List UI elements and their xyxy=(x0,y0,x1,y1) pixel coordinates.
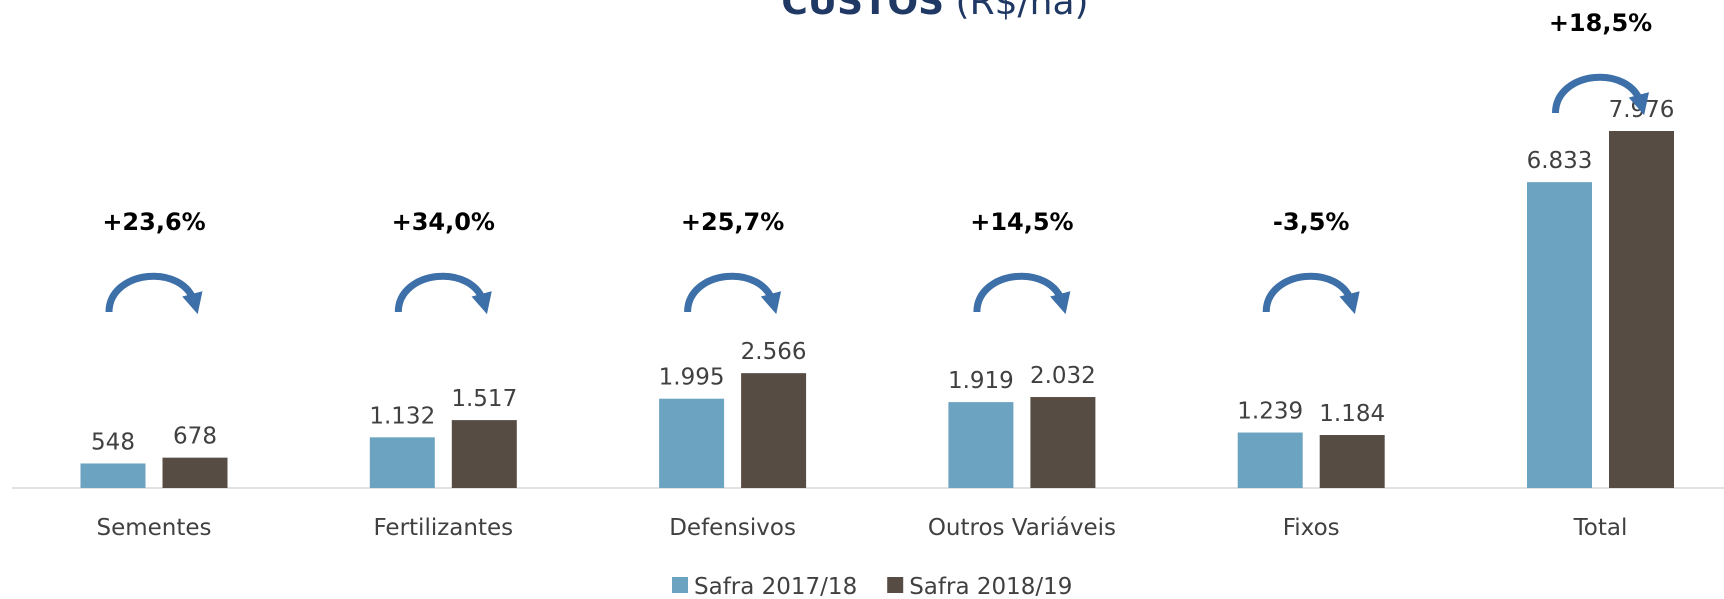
legend-label: Safra 2017/18 xyxy=(694,574,857,599)
change-arrow xyxy=(105,272,203,315)
bar xyxy=(162,457,228,488)
bar xyxy=(80,463,146,488)
x-tick-label: Fixos xyxy=(1283,515,1340,541)
bar xyxy=(451,420,517,488)
change-annotation: +25,7% xyxy=(681,208,784,236)
bar xyxy=(1609,131,1674,488)
bar xyxy=(369,437,435,488)
change-arrow xyxy=(1262,272,1360,315)
change-arrow xyxy=(1552,73,1649,116)
title-unit: (R$/ha) xyxy=(956,0,1089,23)
change-annotation: +18,5% xyxy=(1549,9,1652,37)
legend-label: Safra 2018/19 xyxy=(909,574,1072,599)
bar xyxy=(659,398,725,488)
value-label: 1.184 xyxy=(1319,401,1385,427)
x-tick-label: Sementes xyxy=(96,515,211,541)
x-tick-label: Fertilizantes xyxy=(373,515,513,541)
value-label: 1.132 xyxy=(369,403,435,429)
bar xyxy=(948,402,1014,488)
value-label: 1.995 xyxy=(659,365,725,391)
legend-swatch xyxy=(887,577,904,593)
change-annotation: +23,6% xyxy=(102,208,205,236)
change-annotation: +14,5% xyxy=(970,208,1073,236)
x-tick-label: Outros Variáveis xyxy=(928,515,1116,541)
bar xyxy=(1527,182,1592,488)
value-label: 1.517 xyxy=(451,386,517,412)
value-label: 678 xyxy=(173,424,217,450)
change-arrow xyxy=(973,272,1071,315)
value-label: 2.566 xyxy=(741,339,807,365)
value-label: 548 xyxy=(91,429,135,455)
title: CUSTOS xyxy=(781,0,944,23)
chart-title: CUSTOS (R$/ha) xyxy=(781,0,1088,23)
change-annotation: -3,5% xyxy=(1273,208,1350,236)
value-label: 2.032 xyxy=(1030,363,1096,389)
value-label: 6.833 xyxy=(1527,148,1593,174)
bar xyxy=(1030,397,1096,488)
change-arrow xyxy=(394,272,492,315)
bar xyxy=(741,373,807,488)
change-annotation: +34,0% xyxy=(392,208,495,236)
x-tick-label: Total xyxy=(1573,515,1628,541)
legend-swatch xyxy=(672,577,688,593)
change-arrow xyxy=(684,272,782,315)
bar xyxy=(1319,435,1385,488)
x-tick-label: Defensivos xyxy=(669,515,796,541)
value-label: 1.919 xyxy=(948,368,1014,394)
value-label: 1.239 xyxy=(1237,399,1303,425)
bar xyxy=(1237,432,1303,488)
